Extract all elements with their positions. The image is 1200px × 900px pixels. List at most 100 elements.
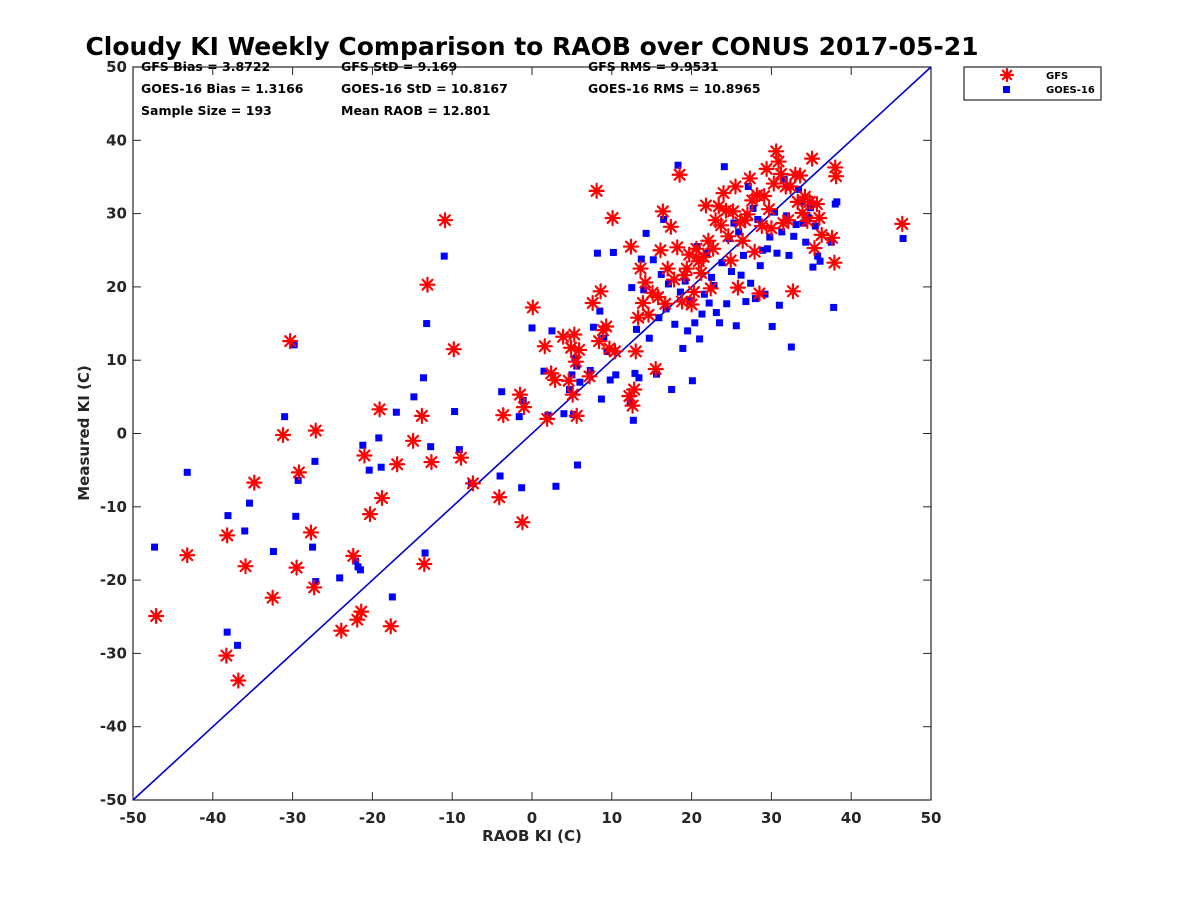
gfs-point: [746, 243, 763, 260]
gfs-point: [715, 184, 732, 202]
gfs-point: [581, 368, 598, 385]
legend-goes16-marker: [1003, 86, 1010, 93]
gfs-point: [524, 299, 541, 316]
gfs-point: [827, 168, 845, 185]
gfs-point: [713, 217, 730, 234]
goes16-point: [723, 300, 731, 308]
goes16-point: [241, 527, 249, 535]
stat-gfs-std: GFS StD = 9.169: [341, 59, 457, 74]
gfs-point: [419, 276, 436, 293]
gfs-point: [413, 407, 430, 425]
gfs-point: [588, 182, 605, 199]
goes16-point: [292, 512, 300, 520]
y-tick-label: 10: [106, 351, 127, 369]
goes16-point: [246, 499, 254, 507]
goes16-point: [773, 249, 781, 257]
gfs-point: [734, 232, 751, 249]
gfs-point: [148, 607, 165, 625]
gfs-point: [792, 167, 809, 184]
goes16-point: [375, 434, 383, 442]
goes16-point: [568, 371, 576, 379]
goes16-point: [778, 228, 786, 236]
gfs-point: [823, 229, 841, 246]
y-axis-ticks: 50 40 30 20 10 0 -10 -20 -30 -40 -50: [100, 58, 931, 809]
goes16-point: [833, 198, 841, 206]
goes16-point: [597, 395, 605, 403]
goes16-point: [455, 446, 463, 454]
legend-goes16-label: GOES-16: [1046, 85, 1095, 96]
gfs-point: [741, 170, 758, 187]
goes16-point: [633, 325, 641, 333]
x-tick-label: 40: [841, 809, 862, 827]
gfs-point: [806, 239, 823, 257]
gfs-point: [179, 547, 196, 564]
gfs-point: [555, 328, 572, 345]
goes16-point: [312, 578, 320, 586]
chart-title: Cloudy KI Weekly Comparison to RAOB over…: [85, 32, 978, 61]
gfs-point: [624, 397, 641, 414]
goes16-point: [899, 235, 907, 243]
gfs-point: [765, 175, 782, 192]
goes16-point: [720, 163, 728, 171]
goes16-point: [528, 324, 536, 332]
gfs-point: [416, 555, 433, 573]
goes16-point: [392, 408, 400, 416]
goes16-point: [732, 322, 740, 330]
goes16-point: [698, 310, 706, 318]
goes16-point: [645, 334, 653, 342]
goes16-point: [423, 320, 431, 328]
gfs-point: [495, 407, 512, 424]
gfs-point: [705, 240, 722, 257]
goes16-point: [688, 377, 696, 385]
goes16-point: [768, 322, 776, 330]
gfs-point: [637, 274, 654, 291]
gfs-point: [688, 240, 705, 257]
goes16-point: [566, 386, 574, 394]
gfs-point: [632, 260, 649, 277]
goes16-point: [809, 263, 817, 271]
goes16-point: [269, 548, 277, 556]
goes16-point: [606, 376, 614, 384]
y-tick-label: 50: [106, 58, 127, 76]
goes16-point: [640, 286, 648, 294]
goes16-point: [294, 476, 302, 484]
goes16-point: [712, 309, 720, 317]
gfs-point: [282, 333, 299, 350]
gfs-point: [536, 338, 553, 355]
gfs-point: [768, 143, 785, 160]
goes16-point: [792, 221, 800, 229]
stats-annotation: GFS Bias = 3.8722 GFS StD = 9.169 GFS RM…: [141, 59, 761, 118]
y-tick-label: -50: [100, 791, 127, 809]
goes16-point: [671, 320, 679, 328]
gfs-point: [373, 489, 391, 507]
goes16-point: [684, 327, 692, 335]
x-axis-label: RAOB KI (C): [482, 827, 582, 845]
x-tick-label: 50: [921, 809, 942, 827]
stat-mean-raob: Mean RAOB = 12.801: [341, 103, 490, 118]
gfs-point: [753, 217, 770, 235]
gfs-point: [678, 260, 695, 277]
gfs-point: [662, 218, 679, 235]
gfs-point: [760, 201, 778, 218]
gfs-point: [274, 426, 292, 444]
gfs-point: [237, 558, 254, 575]
gfs-point: [288, 559, 305, 576]
x-tick-label: -50: [119, 809, 146, 827]
gfs-point: [626, 381, 643, 398]
goes16-point: [785, 251, 793, 259]
legend-gfs-marker: [999, 67, 1015, 83]
gfs-point: [780, 212, 797, 229]
gfs-point: [246, 474, 263, 491]
gfs-point: [356, 447, 373, 464]
gfs-point: [652, 242, 669, 259]
goes16-point: [744, 182, 752, 190]
goes16-point: [518, 484, 526, 492]
goes16-point: [811, 222, 819, 230]
y-tick-label: -30: [100, 644, 127, 662]
gfs-point: [382, 618, 399, 635]
goes16-point: [309, 543, 317, 551]
gfs-point: [570, 341, 588, 359]
x-tick-label: -10: [439, 809, 466, 827]
gfs-point: [659, 260, 676, 277]
goes16-point: [790, 232, 798, 240]
